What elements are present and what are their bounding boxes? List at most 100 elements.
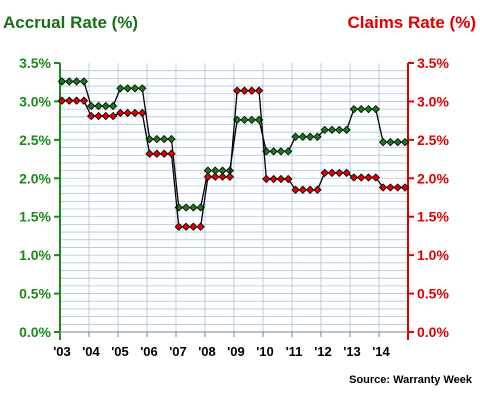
accrual-marker — [72, 77, 81, 86]
claims-marker — [357, 173, 366, 182]
claims-marker — [94, 111, 103, 121]
accrual-marker — [247, 115, 256, 125]
accrual-marker — [123, 84, 132, 93]
claims-marker — [284, 174, 293, 184]
claims-marker — [123, 108, 132, 118]
accrual-marker — [393, 137, 402, 147]
accrual-marker — [320, 125, 329, 135]
tick-labels: 0.0% 0.0% 0.5% 0.5% 1.0% 1.0% 1.5% 1.5% 2.0% 2.0%… — [19, 55, 449, 359]
claims-marker — [378, 183, 388, 192]
claims-marker — [349, 173, 359, 182]
accrual-marker — [152, 134, 162, 144]
accrual-line — [62, 80, 405, 209]
accrual-marker — [291, 132, 300, 141]
claims-marker — [138, 108, 147, 118]
claims-marker — [72, 96, 81, 105]
accrual-marker — [101, 101, 110, 111]
claims-marker — [335, 168, 344, 178]
accrual-marker — [167, 134, 176, 144]
accrual-marker — [94, 101, 103, 111]
claims-marker — [101, 111, 110, 121]
left-tick-label: 0.0% — [19, 324, 51, 340]
accrual-marker — [160, 134, 169, 144]
claims-marker — [262, 174, 271, 184]
claims-marker — [232, 86, 242, 95]
x-tick-label: '03 — [53, 344, 71, 359]
claims-marker — [189, 222, 198, 231]
right-tick-label: 1.5% — [417, 209, 449, 225]
claims-marker — [342, 168, 351, 178]
right-tick-label: 3.5% — [417, 55, 449, 71]
claims-marker — [313, 185, 322, 194]
claims-marker — [196, 222, 205, 231]
accrual-marker — [371, 104, 380, 114]
claims-marker — [291, 185, 300, 194]
accrual-marker — [269, 147, 278, 156]
claims-marker — [298, 185, 307, 194]
claims-marker — [203, 172, 213, 181]
accrual-marker — [349, 104, 359, 114]
x-tick-label: '05 — [111, 344, 129, 359]
accrual-marker — [181, 203, 191, 212]
claims-marker — [400, 183, 410, 192]
accrual-marker — [108, 101, 118, 111]
x-tick-label: '08 — [198, 344, 216, 359]
accrual-marker — [138, 84, 147, 93]
right-tick-label: 0.0% — [417, 324, 449, 340]
x-tick-label: '13 — [343, 344, 361, 359]
claims-marker — [327, 168, 337, 178]
accrual-marker — [116, 84, 125, 93]
right-tick-label: 3.0% — [417, 93, 449, 109]
claims-marker — [305, 185, 315, 194]
accrual-marker — [284, 147, 293, 156]
left-tick-label: 1.5% — [19, 209, 51, 225]
claims-marker — [145, 149, 154, 158]
claims-marker — [65, 96, 74, 105]
left-tick-label: 1.0% — [19, 247, 51, 263]
left-tick-label: 3.0% — [19, 93, 51, 109]
source-note: Source: Warranty Week — [349, 374, 473, 386]
left-axis-title: Accrual Rate (%) — [3, 13, 138, 32]
accrual-marker — [364, 104, 373, 114]
claims-marker — [79, 96, 89, 105]
claims-marker — [247, 86, 256, 95]
claims-marker — [167, 149, 176, 158]
x-tick-label: '06 — [140, 344, 158, 359]
claims-marker — [254, 86, 264, 95]
accrual-marker — [79, 77, 89, 86]
claims-marker — [364, 173, 373, 182]
left-tick-label: 2.5% — [19, 132, 51, 148]
x-tick-label: '09 — [227, 344, 245, 359]
claims-marker — [320, 168, 329, 178]
accrual-marker — [189, 203, 198, 212]
claims-marker — [211, 172, 220, 181]
accrual-marker — [386, 137, 395, 147]
left-tick-label: 0.5% — [19, 286, 51, 302]
claims-marker — [240, 86, 249, 95]
x-tick-label: '07 — [169, 344, 187, 359]
right-tick-label: 0.5% — [417, 286, 449, 302]
claims-marker — [152, 149, 162, 158]
claims-marker — [393, 183, 402, 192]
claims-marker — [225, 172, 235, 181]
claims-marker — [57, 96, 67, 105]
claims-marker — [269, 174, 278, 184]
claims-marker — [218, 172, 227, 181]
accrual-marker — [313, 132, 322, 141]
x-tick-label: '11 — [286, 344, 303, 359]
accrual-marker — [327, 125, 337, 135]
right-tick-label: 2.5% — [417, 132, 449, 148]
axes — [54, 62, 414, 340]
right-axis-title: Claims Rate (%) — [348, 13, 476, 32]
claims-marker — [160, 149, 169, 158]
accrual-marker — [240, 115, 249, 125]
claims-marker — [130, 108, 140, 118]
accrual-marker — [298, 132, 307, 141]
accrual-marker — [378, 137, 388, 147]
left-tick-label: 3.5% — [19, 55, 51, 71]
claims-marker — [386, 183, 395, 192]
right-tick-label: 2.0% — [417, 170, 449, 186]
claims-marker — [276, 174, 286, 184]
x-tick-label: '14 — [372, 344, 390, 359]
